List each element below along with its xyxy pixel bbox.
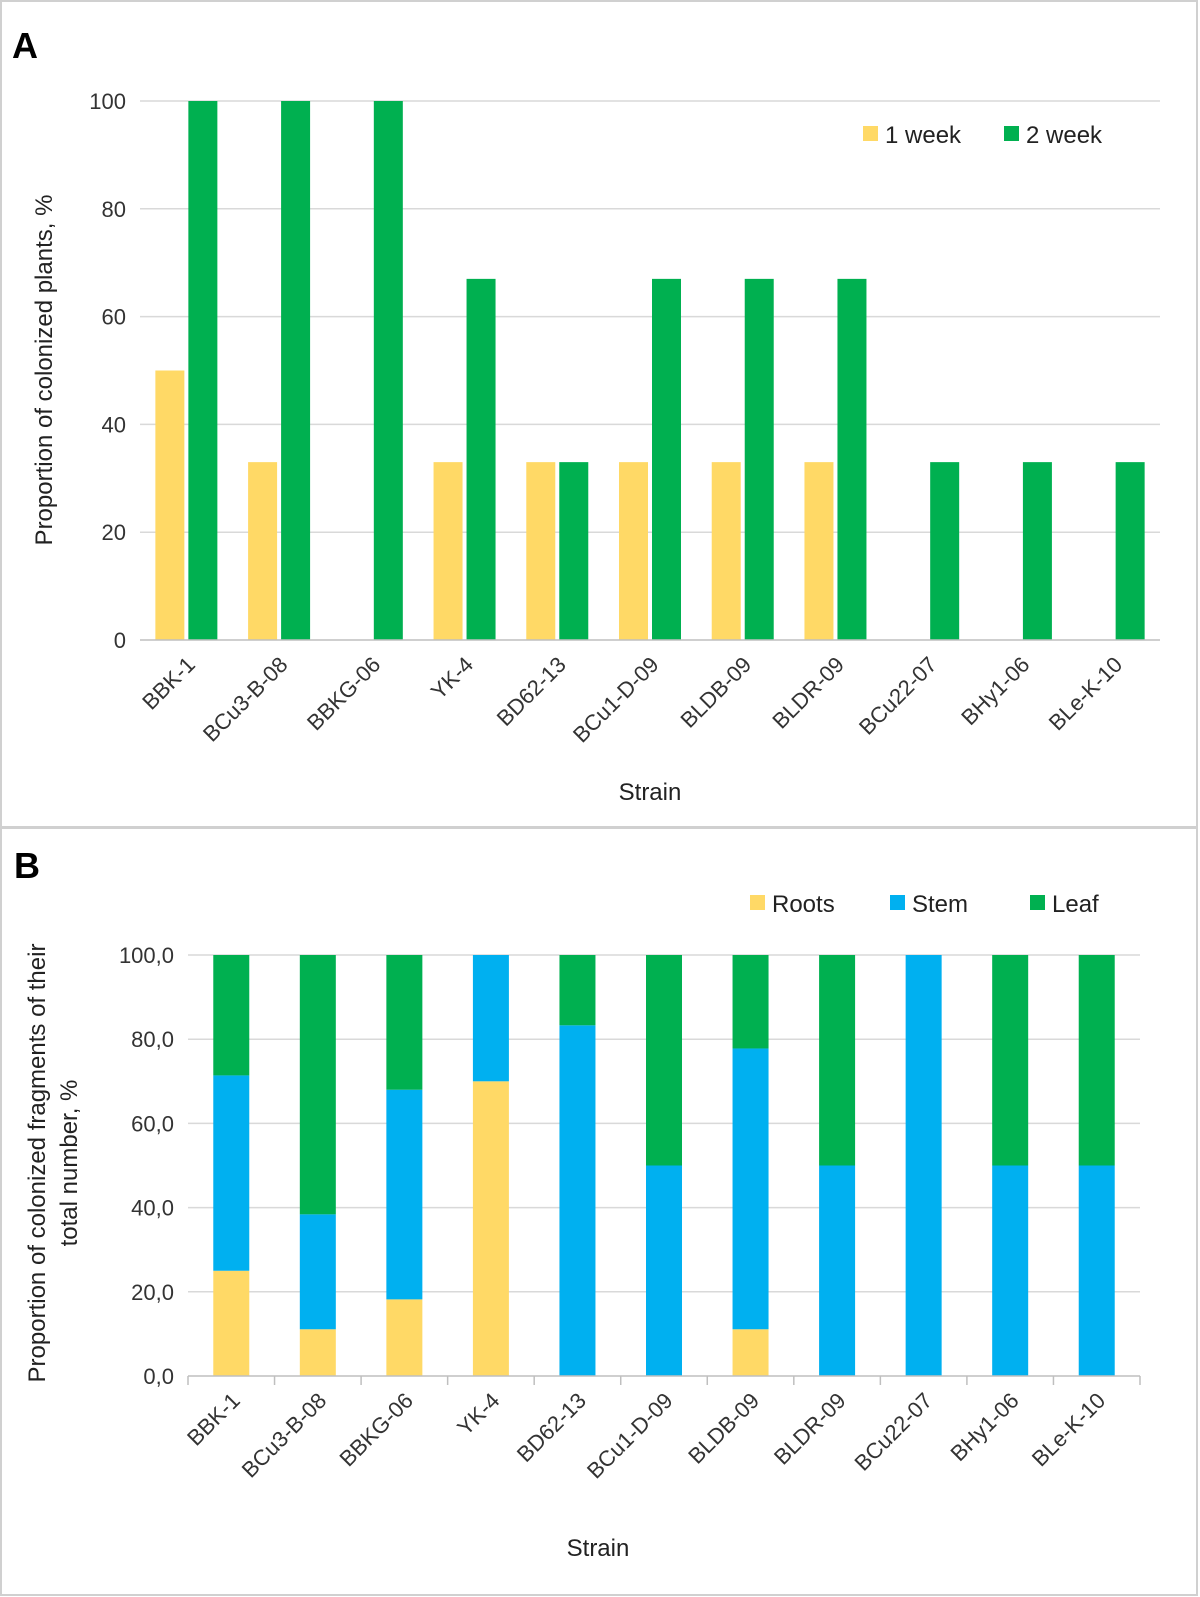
chart-b-bar-leaf [386,955,423,1090]
chart-a-bar-1-week [804,462,834,640]
chart-a-y-tick-label: 20 [102,520,126,545]
chart-a-bar-2-week [373,101,403,640]
chart-b-bar-stem [992,1165,1029,1376]
panel-a-letter: A [12,25,38,66]
chart-b-bar-stem [732,1048,769,1330]
chart-b-bar-roots [386,1299,423,1376]
chart-a-bar-2-week [466,278,496,640]
chart-a-legend-swatch-2-week [1004,126,1019,141]
chart-a-y-axis-title-line: Proportion of colonized plants, % [31,195,58,546]
chart-b-bar-roots [732,1329,769,1376]
chart-a-bar-2-week [837,278,867,640]
chart-a-legend-label: 2 week [1026,122,1103,149]
chart-b-bar-roots [472,1081,509,1376]
chart-b-bar-roots [213,1270,250,1376]
chart-b-y-axis-title-line: total number, % [56,1080,83,1247]
chart-b-x-axis-title: Strain [567,1535,630,1562]
chart-b-bar-stem [472,955,509,1082]
chart-b-legend-swatch-leaf [1030,895,1045,910]
chart-a-bar-2-week [744,278,774,640]
chart-b-legend-swatch-roots [750,895,765,910]
chart-a-bar-2-week [1115,462,1145,640]
chart-b-bar-leaf [1078,955,1115,1166]
chart-a-bar-2-week [652,278,681,640]
chart-b-bar-leaf [213,955,250,1076]
chart-b-y-tick-label: 60,0 [131,1111,174,1136]
chart-b-bar-stem [646,1165,682,1376]
chart-a-y-tick-label: 0 [114,628,126,653]
chart-b-bar-leaf [992,955,1029,1166]
chart-b-legend-swatch-stem [890,895,905,910]
chart-b-legend-label: Roots [772,891,835,918]
chart-a-y-tick-label: 60 [102,305,126,330]
chart-a-y-tick-label: 100 [89,89,126,114]
chart-b-y-tick-label: 0,0 [143,1364,174,1389]
panel-b-letter: B [14,845,40,886]
chart-b-y-tick-label: 20,0 [131,1280,174,1305]
chart-b-bar-roots [299,1329,336,1376]
chart-b-bar-leaf [819,955,856,1166]
chart-a-bar-2-week [188,101,218,640]
chart-b-y-tick-label: 40,0 [131,1196,174,1221]
chart-b-bar-leaf [559,955,596,1026]
chart-b-bar-stem [1078,1165,1115,1376]
chart-a-legend-label: 1 week [885,122,962,149]
chart-a-y-tick-label: 40 [102,412,126,437]
chart-b-legend-label: Stem [912,891,968,918]
chart-b-y-axis-title: Proportion of colonized fragments of the… [24,944,83,1383]
chart-b-y-tick-label: 80,0 [131,1027,174,1052]
chart-b-bar-leaf [299,955,336,1215]
chart-a-bar-1-week [526,462,556,640]
chart-a-bar-1-week [155,370,185,640]
chart-a-bar-2-week [1022,462,1052,640]
chart-a-legend-swatch-1-week [863,126,878,141]
chart-b-y-axis-title-line: Proportion of colonized fragments of the… [24,944,51,1383]
chart-b-bar-stem [213,1075,250,1271]
chart-a-bar-1-week [248,462,278,640]
chart-b-bar-leaf [732,955,769,1049]
chart-a-y-axis-title: Proportion of colonized plants, % [31,195,58,546]
chart-b-bar-stem [559,1025,596,1376]
chart-b-bar-leaf [646,955,682,1166]
chart-b-bar-stem [386,1089,423,1300]
chart-b-bar-stem [299,1214,336,1330]
chart-a-y-tick-label: 80 [102,197,126,222]
chart-b-bar-stem [905,955,942,1376]
chart-a-x-axis-title: Strain [619,779,682,806]
chart-b-y-tick-label: 100,0 [119,943,174,968]
chart-a-bar-2-week [559,462,589,640]
chart-a-bar-2-week [930,462,960,640]
chart-a-bar-1-week [433,462,463,640]
chart-a-bar-1-week [619,462,648,640]
chart-b-bar-stem [819,1165,856,1376]
chart-b-legend-label: Leaf [1052,891,1099,918]
chart-a-bar-2-week [281,101,311,640]
chart-a-bar-1-week [711,462,741,640]
